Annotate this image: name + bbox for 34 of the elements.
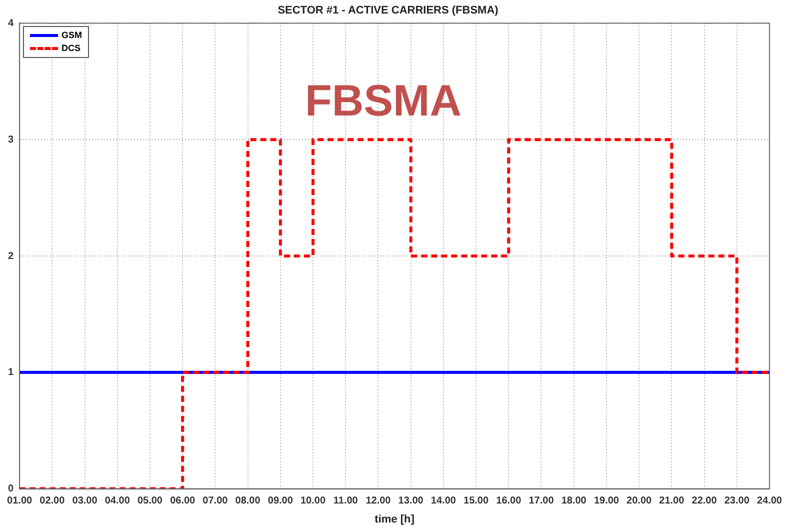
x-tick-label: 01.00: [7, 496, 33, 507]
x-tick-label: 05.00: [137, 496, 163, 507]
x-tick-label: 13.00: [398, 496, 424, 507]
x-tick-label: 16.00: [496, 496, 522, 507]
y-tick-label: 1: [8, 367, 14, 378]
legend-label: GSM: [62, 29, 82, 42]
x-tick-label: 14.00: [430, 496, 456, 507]
x-tick-label: 24.00: [756, 496, 782, 507]
x-tick-label: 03.00: [72, 496, 98, 507]
annotation: FBSMA: [305, 76, 462, 126]
x-tick-label: 07.00: [202, 496, 228, 507]
x-tick-label: 02.00: [40, 496, 66, 507]
x-tick-label: 10.00: [300, 496, 326, 507]
x-tick-label: 06.00: [170, 496, 196, 507]
x-tick-label: 08.00: [235, 496, 261, 507]
x-tick-label: 04.00: [104, 496, 130, 507]
x-tick-label: 11.00: [333, 496, 358, 507]
x-axis-title: time [h]: [374, 513, 415, 526]
x-tick-label: 17.00: [528, 496, 554, 507]
y-tick-label: 0: [8, 484, 14, 495]
y-tick-label: 2: [8, 250, 14, 262]
x-tick-label: 15.00: [464, 496, 489, 507]
x-tick-label: 19.00: [594, 496, 620, 507]
x-tick-label: 22.00: [692, 496, 718, 507]
x-tick-label: 23.00: [724, 496, 750, 507]
x-tick-label: 21.00: [659, 496, 685, 507]
chart-title: SECTOR #1 - ACTIVE CARRIERS (FBSMA): [278, 4, 499, 17]
x-tick-label: 12.00: [366, 496, 392, 507]
x-tick-label: 09.00: [268, 496, 294, 507]
y-tick-label: 4: [8, 18, 14, 29]
x-tick-label: 20.00: [626, 496, 652, 507]
x-tick-label: 18.00: [561, 496, 587, 507]
legend-label: DCS: [62, 42, 81, 56]
y-tick-label: 3: [8, 134, 14, 146]
